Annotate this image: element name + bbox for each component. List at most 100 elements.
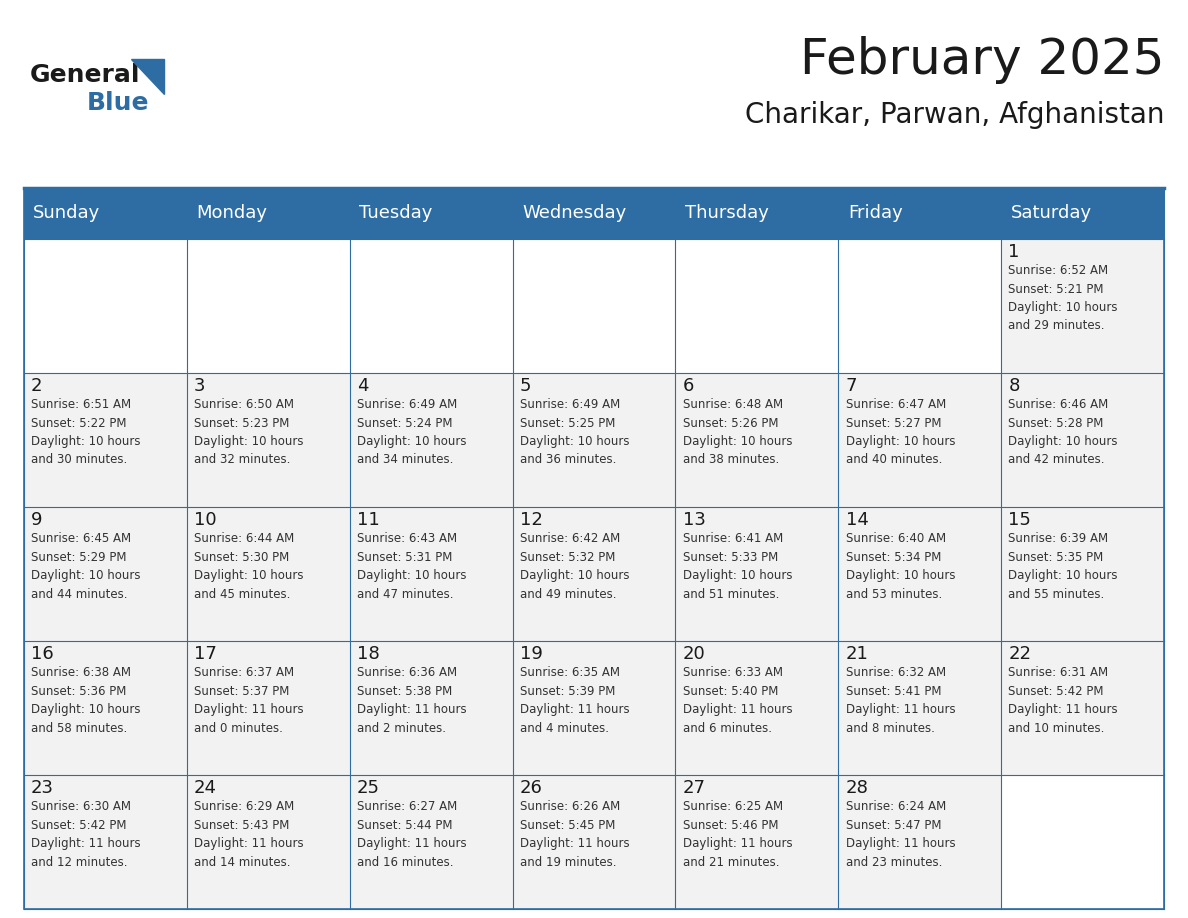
Text: 28: 28 <box>846 779 868 798</box>
Text: Daylight: 11 hours: Daylight: 11 hours <box>194 837 303 850</box>
Text: 20: 20 <box>683 645 706 664</box>
Bar <box>24 188 187 239</box>
Text: and 0 minutes.: and 0 minutes. <box>194 722 283 734</box>
Text: and 19 minutes.: and 19 minutes. <box>519 856 617 868</box>
Text: Sunrise: 6:48 AM: Sunrise: 6:48 AM <box>683 398 783 411</box>
Text: Sunset: 5:44 PM: Sunset: 5:44 PM <box>356 819 453 832</box>
Text: and 4 minutes.: and 4 minutes. <box>519 722 608 734</box>
Text: Daylight: 11 hours: Daylight: 11 hours <box>356 837 467 850</box>
Bar <box>1001 373 1164 507</box>
Text: 18: 18 <box>356 645 379 664</box>
Text: 27: 27 <box>683 779 706 798</box>
Text: Sunrise: 6:29 AM: Sunrise: 6:29 AM <box>194 800 295 813</box>
Text: Saturday: Saturday <box>1011 205 1092 222</box>
Bar <box>839 507 1001 641</box>
Text: and 36 minutes.: and 36 minutes. <box>519 453 617 466</box>
Text: Wednesday: Wednesday <box>522 205 626 222</box>
Bar <box>512 507 676 641</box>
Text: Sunrise: 6:49 AM: Sunrise: 6:49 AM <box>519 398 620 411</box>
Text: 2: 2 <box>31 377 43 396</box>
Text: Sunrise: 6:52 AM: Sunrise: 6:52 AM <box>1009 264 1108 277</box>
Text: and 12 minutes.: and 12 minutes. <box>31 856 127 868</box>
Text: Sunset: 5:39 PM: Sunset: 5:39 PM <box>519 685 615 698</box>
Text: and 23 minutes.: and 23 minutes. <box>846 856 942 868</box>
Text: Daylight: 11 hours: Daylight: 11 hours <box>519 703 630 716</box>
Bar <box>512 775 676 909</box>
Text: Sunset: 5:46 PM: Sunset: 5:46 PM <box>683 819 778 832</box>
Text: Sunset: 5:43 PM: Sunset: 5:43 PM <box>194 819 289 832</box>
Text: Sunrise: 6:42 AM: Sunrise: 6:42 AM <box>519 532 620 545</box>
Bar <box>349 507 512 641</box>
Text: Daylight: 10 hours: Daylight: 10 hours <box>31 569 140 582</box>
Text: Sunrise: 6:41 AM: Sunrise: 6:41 AM <box>683 532 783 545</box>
Text: and 32 minutes.: and 32 minutes. <box>194 453 290 466</box>
Text: Daylight: 11 hours: Daylight: 11 hours <box>846 703 955 716</box>
Text: Sunset: 5:29 PM: Sunset: 5:29 PM <box>31 551 126 564</box>
Text: and 44 minutes.: and 44 minutes. <box>31 588 127 600</box>
Text: Sunset: 5:26 PM: Sunset: 5:26 PM <box>683 417 778 430</box>
Bar <box>187 641 349 775</box>
Text: and 6 minutes.: and 6 minutes. <box>683 722 771 734</box>
Bar <box>24 507 187 641</box>
Text: 11: 11 <box>356 511 379 530</box>
Text: Sunrise: 6:43 AM: Sunrise: 6:43 AM <box>356 532 457 545</box>
Text: Sunset: 5:40 PM: Sunset: 5:40 PM <box>683 685 778 698</box>
Text: Sunset: 5:28 PM: Sunset: 5:28 PM <box>1009 417 1104 430</box>
Text: and 58 minutes.: and 58 minutes. <box>31 722 127 734</box>
Text: and 40 minutes.: and 40 minutes. <box>846 453 942 466</box>
Text: 9: 9 <box>31 511 43 530</box>
Text: and 10 minutes.: and 10 minutes. <box>1009 722 1105 734</box>
Text: and 45 minutes.: and 45 minutes. <box>194 588 290 600</box>
Text: Sunset: 5:31 PM: Sunset: 5:31 PM <box>356 551 453 564</box>
Bar <box>187 373 349 507</box>
Text: Sunday: Sunday <box>33 205 101 222</box>
Text: Sunrise: 6:32 AM: Sunrise: 6:32 AM <box>846 666 946 679</box>
Text: Sunrise: 6:44 AM: Sunrise: 6:44 AM <box>194 532 295 545</box>
Text: Sunrise: 6:26 AM: Sunrise: 6:26 AM <box>519 800 620 813</box>
Text: 21: 21 <box>846 645 868 664</box>
Text: 25: 25 <box>356 779 380 798</box>
Bar <box>512 373 676 507</box>
Text: Sunset: 5:25 PM: Sunset: 5:25 PM <box>519 417 615 430</box>
Text: Daylight: 10 hours: Daylight: 10 hours <box>31 435 140 448</box>
Bar <box>676 507 839 641</box>
Text: Sunrise: 6:24 AM: Sunrise: 6:24 AM <box>846 800 946 813</box>
Bar <box>24 188 1164 909</box>
Bar <box>187 775 349 909</box>
Text: Sunset: 5:33 PM: Sunset: 5:33 PM <box>683 551 778 564</box>
Bar <box>187 507 349 641</box>
Text: Sunset: 5:41 PM: Sunset: 5:41 PM <box>846 685 941 698</box>
Text: Sunrise: 6:39 AM: Sunrise: 6:39 AM <box>1009 532 1108 545</box>
Text: Blue: Blue <box>87 91 150 115</box>
Text: Daylight: 10 hours: Daylight: 10 hours <box>846 435 955 448</box>
Text: and 47 minutes.: and 47 minutes. <box>356 588 454 600</box>
Text: 24: 24 <box>194 779 217 798</box>
Text: and 2 minutes.: and 2 minutes. <box>356 722 446 734</box>
Text: Sunrise: 6:46 AM: Sunrise: 6:46 AM <box>1009 398 1108 411</box>
Bar <box>839 775 1001 909</box>
Text: and 30 minutes.: and 30 minutes. <box>31 453 127 466</box>
Text: Daylight: 10 hours: Daylight: 10 hours <box>683 435 792 448</box>
Text: Sunrise: 6:31 AM: Sunrise: 6:31 AM <box>1009 666 1108 679</box>
Bar <box>1001 641 1164 775</box>
Text: Daylight: 11 hours: Daylight: 11 hours <box>1009 703 1118 716</box>
Text: Daylight: 11 hours: Daylight: 11 hours <box>31 837 140 850</box>
Text: Daylight: 10 hours: Daylight: 10 hours <box>194 569 303 582</box>
Text: Thursday: Thursday <box>685 205 769 222</box>
Text: Daylight: 10 hours: Daylight: 10 hours <box>1009 569 1118 582</box>
Text: and 34 minutes.: and 34 minutes. <box>356 453 453 466</box>
Bar <box>349 775 512 909</box>
Text: Sunset: 5:24 PM: Sunset: 5:24 PM <box>356 417 453 430</box>
Bar <box>839 188 1001 239</box>
Text: 19: 19 <box>519 645 543 664</box>
Text: Sunrise: 6:47 AM: Sunrise: 6:47 AM <box>846 398 946 411</box>
Text: Daylight: 10 hours: Daylight: 10 hours <box>1009 435 1118 448</box>
Text: and 16 minutes.: and 16 minutes. <box>356 856 454 868</box>
Text: Sunrise: 6:27 AM: Sunrise: 6:27 AM <box>356 800 457 813</box>
Text: Sunset: 5:36 PM: Sunset: 5:36 PM <box>31 685 126 698</box>
Text: and 42 minutes.: and 42 minutes. <box>1009 453 1105 466</box>
Text: and 29 minutes.: and 29 minutes. <box>1009 319 1105 332</box>
Text: and 21 minutes.: and 21 minutes. <box>683 856 779 868</box>
Text: Sunrise: 6:49 AM: Sunrise: 6:49 AM <box>356 398 457 411</box>
Text: Monday: Monday <box>196 205 267 222</box>
